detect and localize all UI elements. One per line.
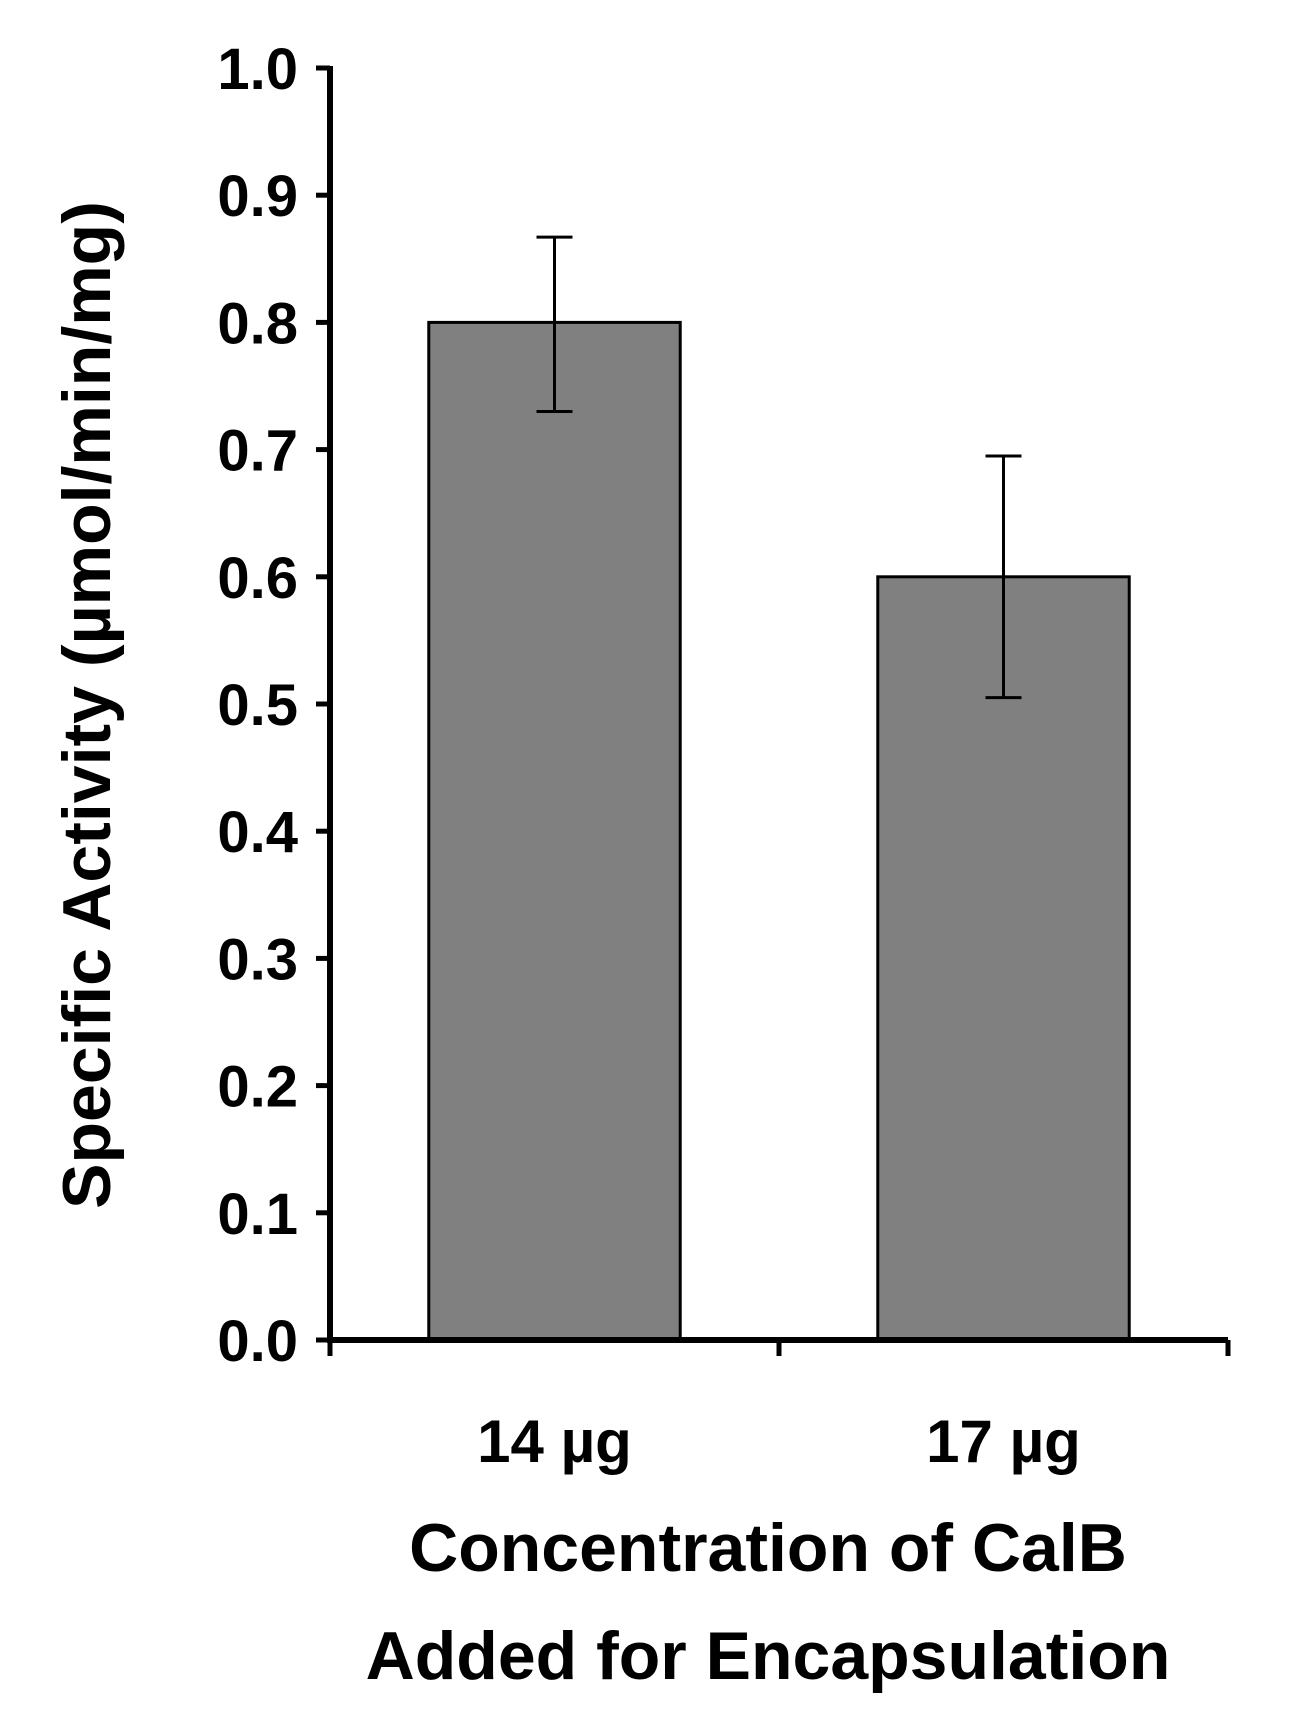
bar	[876, 575, 1131, 1342]
y-tick-label: 0.2	[217, 1055, 298, 1120]
y-tick-label: 0.9	[217, 164, 298, 229]
y-tick-label: 1.0	[217, 37, 298, 102]
bar	[427, 320, 682, 1342]
y-tick-label: 0.1	[217, 1182, 298, 1247]
y-tick-label: 0.0	[217, 1309, 298, 1374]
y-tick-label: 0.6	[217, 546, 298, 611]
y-tick-label: 0.5	[217, 673, 298, 738]
x-category-label: 14 µg	[477, 1408, 632, 1475]
bars-group	[427, 320, 1131, 1342]
x-category-label: 17 µg	[926, 1408, 1081, 1475]
y-ticks-group: 0.0 0.1 0.2 0.3 0.4 0.5 0.6 0.7 0.8 0.9 1.0	[217, 37, 330, 1374]
y-tick-label: 0.7	[217, 419, 298, 484]
x-axis-title-line-1: Concentration of CalB	[409, 1510, 1127, 1586]
x-ticks-group: 14 µg 17 µg	[327, 1340, 1231, 1475]
y-tick-label: 0.3	[217, 927, 298, 992]
x-axis-title-line-2: Added for Encapsulation	[366, 1618, 1171, 1694]
y-tick-label: 0.8	[217, 291, 298, 356]
y-axis-title: Specific Activity (µmol/min/mg)	[49, 201, 125, 1209]
y-tick-label: 0.4	[217, 800, 298, 865]
error-bars-group	[536, 235, 1022, 700]
